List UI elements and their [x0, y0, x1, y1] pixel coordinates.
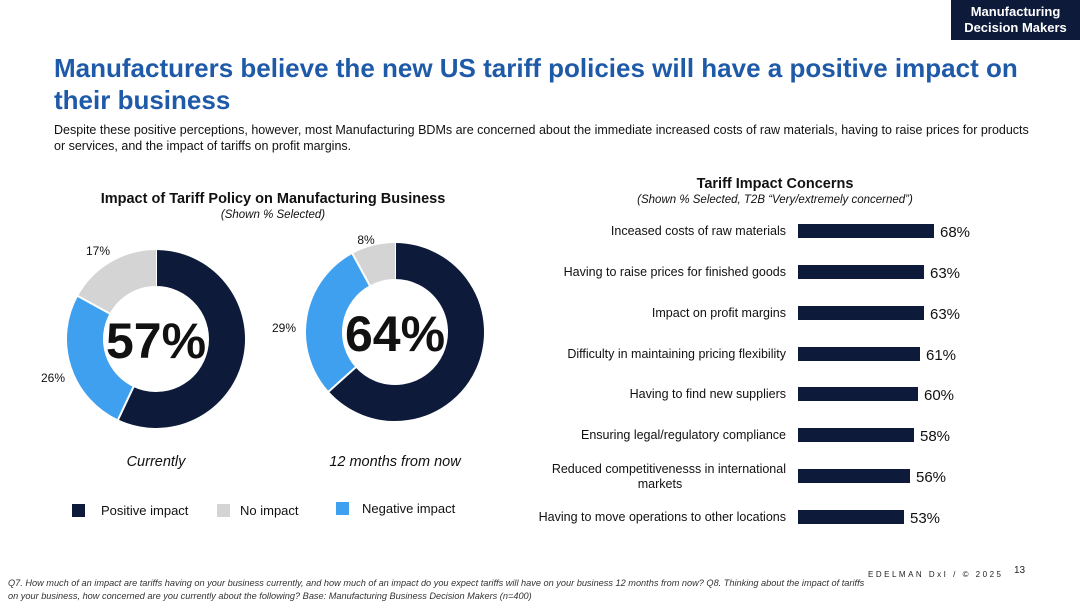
page-number: 13	[1014, 565, 1026, 576]
donut-slice-label: 26%	[41, 371, 65, 385]
donut-separator	[351, 252, 372, 287]
legend-positive-swatch	[72, 504, 85, 517]
legend-none: No impact	[217, 503, 299, 518]
bar-category-label: Having to find new suppliers	[630, 387, 786, 401]
donut-slice	[78, 250, 157, 315]
bar-value-label: 53%	[910, 510, 940, 527]
bar-value-label: 61%	[926, 347, 956, 364]
bar	[798, 224, 934, 238]
slide-title: Manufacturers believe the new US tariff …	[54, 53, 1018, 115]
legend-positive-label: Positive impact	[101, 503, 189, 518]
bar-value-label: 60%	[924, 387, 954, 404]
legend-negative: Negative impact	[336, 501, 455, 516]
donut-slice-label: 8%	[357, 233, 375, 247]
donut-caption: Currently	[127, 454, 187, 470]
bar-value-label: 56%	[916, 469, 946, 486]
donut-center-value: 57%	[106, 313, 206, 369]
legend-none-swatch	[217, 504, 230, 517]
bar-category-label: Impact on profit margins	[652, 306, 786, 320]
bar-chart-subtitle: (Shown % Selected, T2B “Very/extremely c…	[637, 194, 913, 206]
donut-separator	[76, 294, 111, 315]
bar-value-label: 63%	[930, 306, 960, 323]
donut-caption: 12 months from now	[329, 454, 462, 470]
donut-separator	[327, 365, 357, 393]
bar-category-label: Difficulty in maintaining pricing flexib…	[567, 347, 786, 361]
slide-subtitle: Despite these positive perceptions, howe…	[54, 123, 1029, 153]
legend-negative-label: Negative impact	[362, 501, 456, 516]
footnote: Q7. How much of an impact are tariffs ha…	[8, 578, 865, 601]
donut-slice	[328, 243, 484, 421]
donut-chart-title: Impact of Tariff Policy on Manufacturing…	[100, 191, 446, 207]
donut-slice	[67, 296, 135, 420]
audience-tag-line2: Decision Makers	[964, 20, 1067, 35]
bar-chart-title: Tariff Impact Concerns	[696, 176, 854, 192]
bar-value-label: 63%	[930, 265, 960, 282]
donut-slice-label: 29%	[272, 321, 296, 335]
bar	[798, 347, 920, 361]
donut-slice	[306, 253, 371, 392]
bar	[798, 387, 918, 401]
donut-slice	[352, 243, 396, 286]
donut-center-value: 64%	[345, 306, 445, 362]
bar-value-label: 58%	[920, 428, 950, 445]
bar-category-label: Having to raise prices for finished good…	[564, 265, 786, 279]
bar	[798, 469, 910, 483]
bar	[798, 265, 924, 279]
bar-category-label: Reduced competitivenesss in internationa…	[552, 462, 786, 476]
donut-slice	[118, 250, 245, 428]
bar-category-label: Inceased costs of raw materials	[611, 224, 786, 238]
legend-none-label: No impact	[240, 503, 299, 518]
audience-tag: Manufacturing Decision Makers	[951, 0, 1080, 40]
audience-tag-line1: Manufacturing	[970, 4, 1061, 19]
donut-separator	[116, 385, 135, 421]
donut-chart-subtitle: (Shown % Selected)	[220, 209, 326, 221]
bar	[798, 510, 904, 524]
legend-positive: Positive impact	[72, 503, 188, 518]
footer-brand: EDELMAN DxI / © 2025	[868, 570, 1004, 579]
bar-category-label: Ensuring legal/regulatory compliance	[581, 428, 786, 442]
bar-category-label: Having to move operations to other locat…	[539, 510, 786, 524]
legend-negative-swatch	[336, 502, 349, 515]
bar-value-label: 68%	[940, 224, 970, 241]
bar	[798, 428, 914, 442]
bar	[798, 306, 924, 320]
donut-slice-label: 17%	[86, 244, 110, 258]
bar-category-label: markets	[638, 477, 682, 491]
